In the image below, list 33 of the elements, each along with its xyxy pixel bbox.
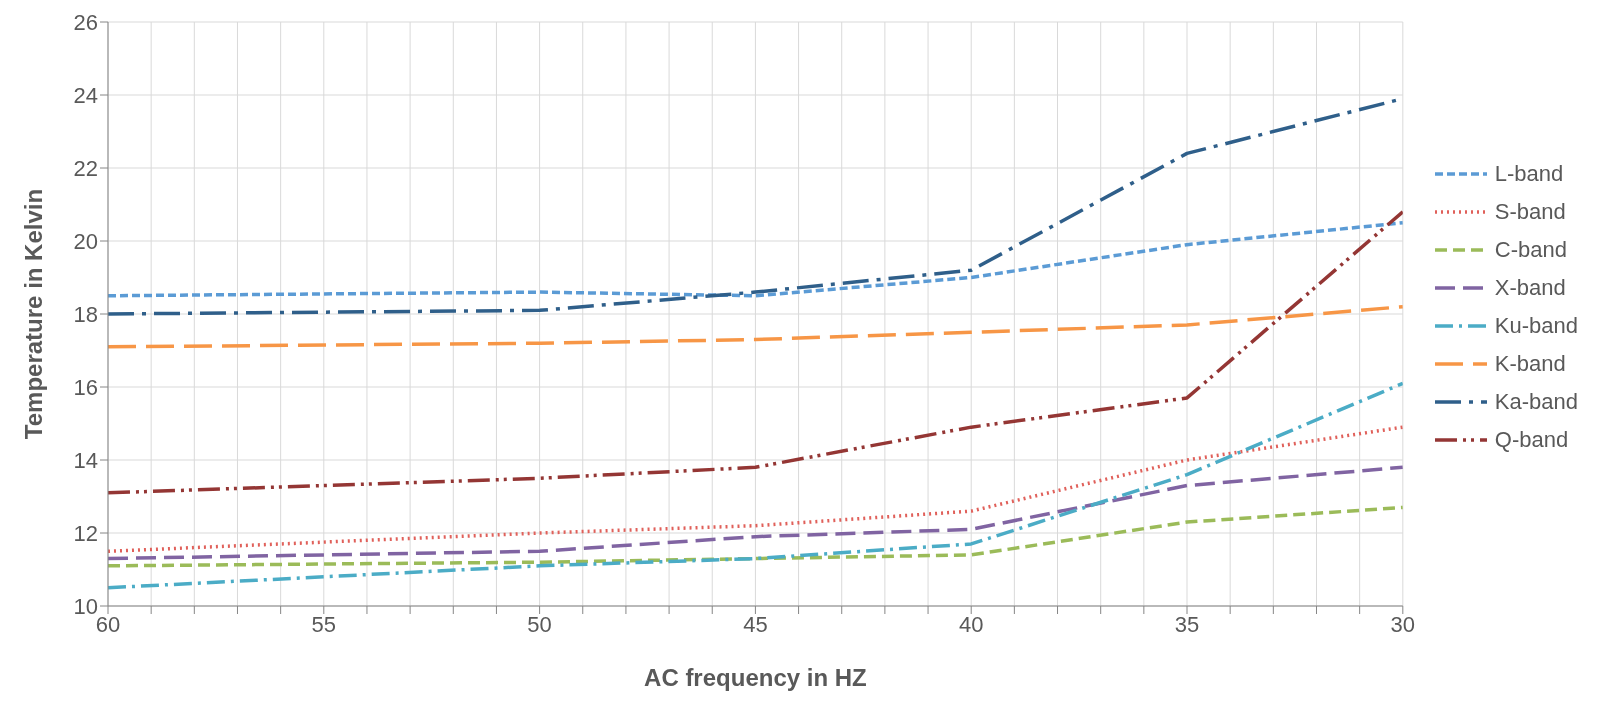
x-tick-label: 60 <box>95 611 121 637</box>
x-tick-label: 45 <box>743 611 768 637</box>
legend-label: L-band <box>1494 161 1564 187</box>
line-series <box>108 465 1403 561</box>
y-tick-label: 24 <box>73 82 98 108</box>
y-tick-label: 10 <box>73 593 98 619</box>
y-tick-label: 12 <box>73 520 98 546</box>
legend-label: K-band <box>1494 351 1566 377</box>
line-series <box>108 425 1403 553</box>
line-series <box>108 210 1403 495</box>
y-tick-label: 22 <box>73 155 98 181</box>
legend-label: Ku-band <box>1494 313 1578 339</box>
y-tick-label: 14 <box>73 447 98 473</box>
line-series <box>108 221 1403 298</box>
x-tick-label: 40 <box>958 611 984 637</box>
y-tick-label: 26 <box>73 9 98 35</box>
legend-label: C-band <box>1494 237 1567 263</box>
line-series <box>108 381 1403 590</box>
x-tick-label: 55 <box>311 611 337 637</box>
y-axis-title: Temperature in Kelvin <box>19 188 47 440</box>
y-tick-label: 20 <box>73 228 98 254</box>
x-tick-label: 30 <box>1390 611 1416 637</box>
line-series <box>108 505 1403 568</box>
legend-label: Ka-band <box>1494 389 1578 415</box>
legend-label: X-band <box>1494 275 1566 301</box>
legend-label: Q-band <box>1494 427 1569 453</box>
y-tick-label: 18 <box>73 301 98 327</box>
legend-label: S-band <box>1494 199 1566 225</box>
x-axis-title: AC frequency in HZ <box>644 664 867 691</box>
line-series <box>108 304 1403 349</box>
x-tick-label: 50 <box>527 611 552 637</box>
x-tick-label: 35 <box>1174 611 1200 637</box>
y-tick-label: 16 <box>73 374 98 400</box>
